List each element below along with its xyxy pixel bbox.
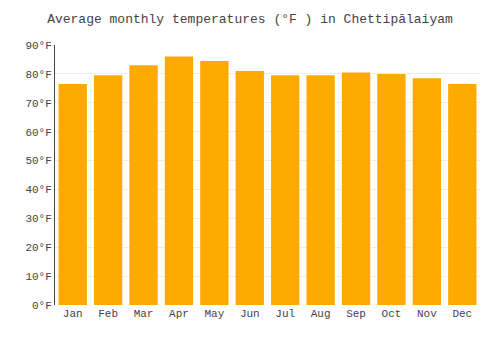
svg-text:Dec: Dec <box>452 308 472 320</box>
svg-text:30°F: 30°F <box>25 213 51 225</box>
svg-text:Jul: Jul <box>275 308 295 320</box>
svg-text:Jun: Jun <box>240 308 260 320</box>
svg-text:20°F: 20°F <box>25 242 51 254</box>
svg-text:90°F: 90°F <box>25 40 51 52</box>
svg-text:60°F: 60°F <box>25 127 51 139</box>
svg-text:Apr: Apr <box>169 308 189 320</box>
svg-text:Sep: Sep <box>346 308 366 320</box>
svg-text:Aug: Aug <box>311 308 331 320</box>
svg-text:Feb: Feb <box>98 308 118 320</box>
svg-text:Mar: Mar <box>134 308 154 320</box>
svg-text:Oct: Oct <box>382 308 402 320</box>
svg-text:Nov: Nov <box>417 308 437 320</box>
svg-text:Average monthly temperatures (: Average monthly temperatures (°F ) in Ch… <box>47 12 453 27</box>
svg-text:40°F: 40°F <box>25 184 51 196</box>
svg-text:May: May <box>204 308 224 320</box>
svg-text:0°F: 0°F <box>32 300 52 312</box>
svg-text:50°F: 50°F <box>25 155 51 167</box>
svg-text:80°F: 80°F <box>25 69 51 81</box>
svg-text:70°F: 70°F <box>25 98 51 110</box>
svg-text:Jan: Jan <box>63 308 83 320</box>
svg-text:10°F: 10°F <box>25 271 51 283</box>
